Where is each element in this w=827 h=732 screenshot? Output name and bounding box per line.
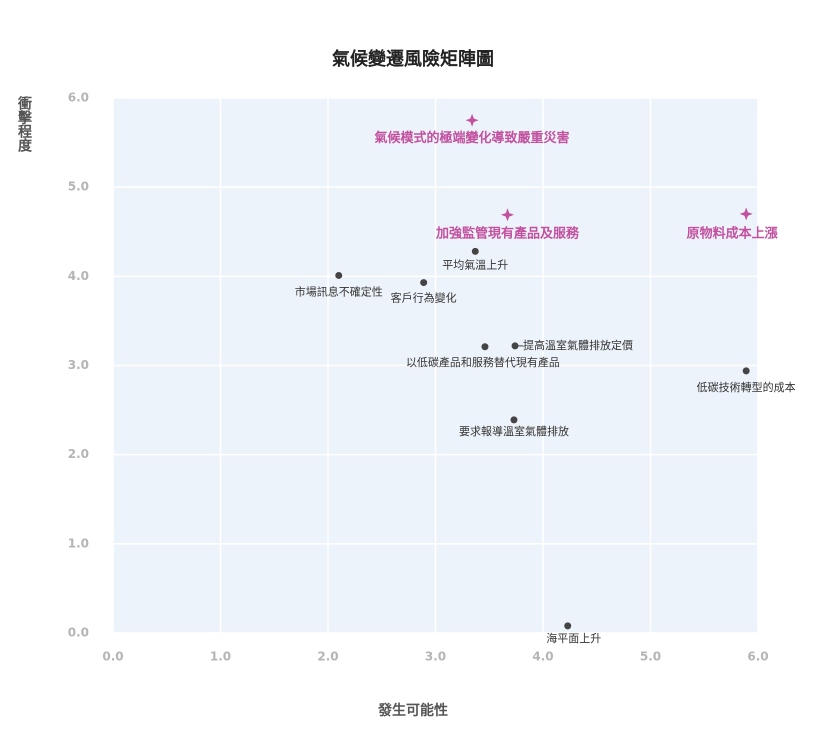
point-label: 低碳技術轉型的成本	[697, 380, 796, 394]
x-tick-label: 3.0	[425, 650, 446, 664]
y-tick-label: 3.0	[68, 358, 89, 372]
x-axis-label: 發生可能性	[377, 702, 448, 719]
x-tick-label: 6.0	[747, 650, 768, 664]
point	[510, 416, 518, 424]
point-label: 氣候模式的極端變化導致嚴重災害	[375, 130, 570, 146]
x-tick-label: 5.0	[640, 650, 661, 664]
point-label: 平均氣溫上升	[442, 257, 508, 271]
x-tick-label: 0.0	[102, 650, 123, 664]
point	[481, 343, 489, 351]
y-tick-label: 4.0	[68, 269, 89, 283]
point-label: 市場訊息不確定性	[295, 284, 383, 298]
point	[420, 279, 428, 287]
y-tick-label: 5.0	[68, 180, 89, 194]
point	[471, 247, 479, 255]
point-label: 加強監管現有產品及服務	[435, 225, 580, 241]
point-label: 海平面上升	[546, 631, 601, 645]
point	[511, 342, 519, 350]
point-label: 客戶行為變化	[391, 291, 457, 305]
point-label: 提高溫室氣體排放定價	[523, 338, 633, 352]
x-tick-label: 2.0	[317, 650, 338, 664]
y-tick-label: 6.0	[68, 91, 89, 105]
x-tick-label: 1.0	[210, 650, 231, 664]
point-label: 以低碳產品和服務替代現有產品	[406, 355, 560, 369]
y-tick-label: 2.0	[68, 447, 89, 461]
y-tick-label: 0.0	[68, 626, 89, 640]
point-label: 要求報導溫室氣體排放	[459, 424, 569, 438]
x-tick-label: 4.0	[532, 650, 553, 664]
point-label: 原物料成本上漲	[687, 225, 779, 241]
point	[564, 622, 572, 630]
point	[739, 207, 753, 221]
point	[335, 271, 343, 279]
point	[501, 208, 514, 222]
y-axis-label: 衝擊程度	[16, 95, 33, 153]
y-tick-label: 1.0	[68, 536, 89, 550]
chart-title: 氣候變遷風險矩陣圖	[332, 48, 494, 70]
point	[465, 113, 479, 127]
point	[742, 367, 750, 375]
